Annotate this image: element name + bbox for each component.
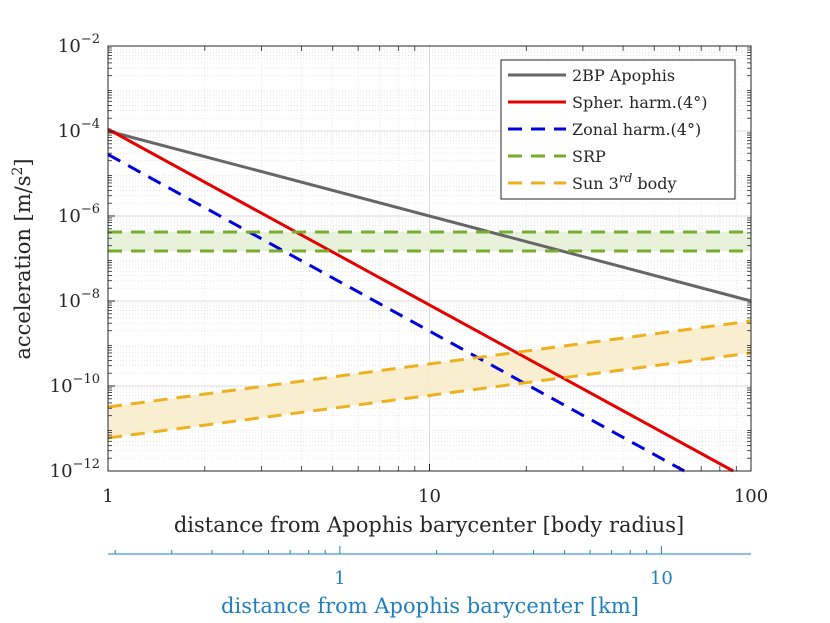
bands [108,232,751,438]
series-lines [107,127,752,473]
y-tick-label: 10−10 [50,372,100,397]
series-line-zonal-harm-4 [107,153,685,473]
y-tick-label: 10−2 [58,32,100,57]
series-line-2bp-apophis [107,129,752,303]
legend-label-sun-3rd-body: Sun 3rd body [572,171,677,193]
y-tick-label: 10−6 [58,202,100,227]
legend-label-2bp-apophis: 2BP Apophis [572,66,675,85]
y-tick-label: 10−4 [58,117,100,142]
x-axis-title: distance from Apophis barycenter [body r… [174,513,684,537]
band-srp [108,232,751,252]
series-line-sun-3rd-body [107,319,752,409]
legend-label-spher-harm-4: Spher. harm.(4°) [572,93,707,112]
legend-label-srp: SRP [572,147,606,166]
y-tick-labels: 10−12 10−10 10−8 10−6 10−4 10−2 [50,32,100,482]
x-tick-label: 100 [734,486,768,507]
x-tick-labels: 1 10 100 [102,486,768,507]
km-tick-label: 10 [650,568,673,589]
x-tick-label: 1 [102,486,113,507]
km-tick-label: 1 [334,568,345,589]
series-line-spher-harm-4 [107,127,734,473]
legend-label-zonal-harm-4: Zonal harm.(4°) [572,120,701,139]
ticks [107,45,752,472]
band-sun-3rd-body [108,320,751,438]
y-axis-title: acceleration [m/s2] [10,158,35,359]
y-tick-label: 10−8 [58,287,100,312]
km-axis-title: distance from Apophis barycenter [km] [221,594,639,618]
y-tick-label: 10−12 [50,457,100,482]
legend: 2BP Apophis Spher. harm.(4°) Zonal harm.(4… [500,59,736,200]
x-tick-label: 10 [418,486,441,507]
km-axis: 1 10 [108,546,751,589]
series-line-sun-3rd-body [107,351,752,440]
